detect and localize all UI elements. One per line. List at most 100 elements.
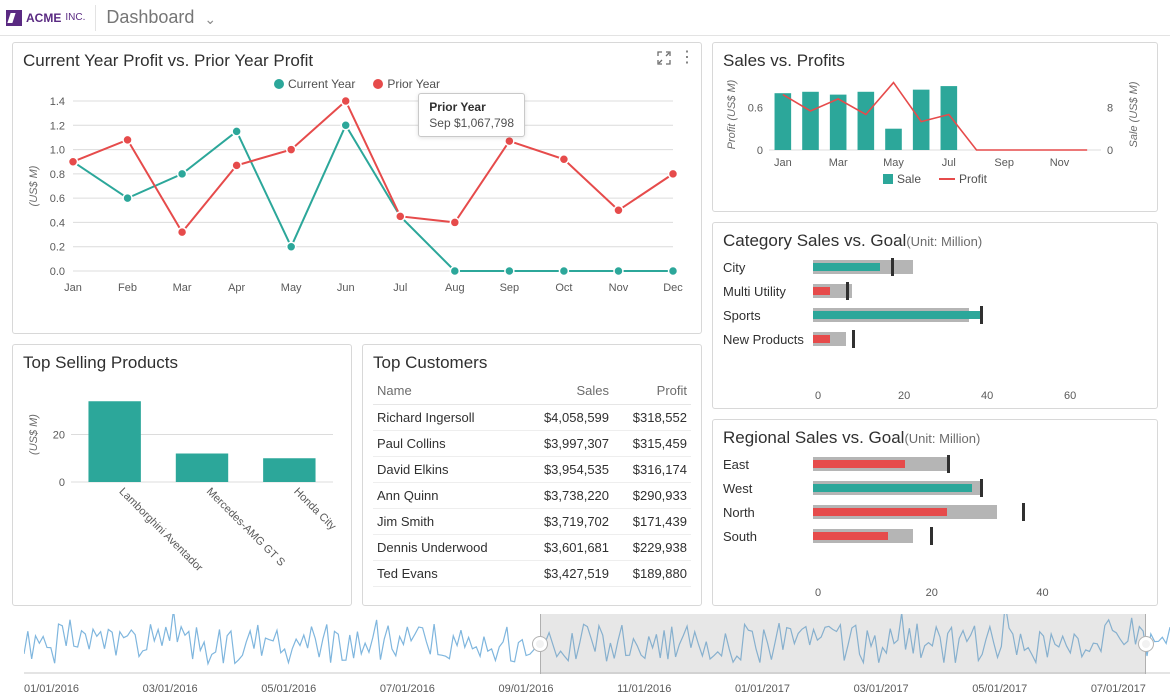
slider-date-tick: 01/01/2016 <box>24 683 79 694</box>
profit-chart-plot: 0.00.20.40.60.81.01.21.4JanFebMarAprMayJ… <box>23 91 683 301</box>
table-row[interactable]: Paul Collins$3,997,307$315,459 <box>373 431 691 457</box>
svg-text:Lamborghini Aventador: Lamborghini Aventador <box>117 486 206 575</box>
svg-text:Jan: Jan <box>774 157 792 169</box>
slider-date-tick: 05/01/2016 <box>261 683 316 694</box>
svg-text:0.2: 0.2 <box>50 242 65 254</box>
brand-logo: ACME INC. <box>6 10 85 26</box>
profit-chart-legend: Current Year Prior Year <box>23 77 691 91</box>
bullet-track <box>813 457 1147 471</box>
tooltip-value: Sep $1,067,798 <box>429 116 514 130</box>
slider-date-tick: 11/01/2016 <box>617 683 671 694</box>
table-row[interactable]: Jim Smith$3,719,702$171,439 <box>373 509 691 535</box>
breadcrumb-dashboard[interactable]: Dashboard ⌄ <box>106 7 216 28</box>
top-products-title: Top Selling Products <box>23 353 341 373</box>
svg-text:Jan: Jan <box>64 282 82 294</box>
card-profit-chart: Current Year Profit vs. Prior Year Profi… <box>12 42 702 334</box>
svg-text:May: May <box>883 157 904 169</box>
bullet-label: West <box>723 481 813 496</box>
slider-selection[interactable] <box>540 614 1146 674</box>
bullet-row: South <box>723 524 1147 548</box>
slider-date-tick: 03/01/2017 <box>854 683 909 694</box>
bullet-track <box>813 308 1147 322</box>
svg-text:20: 20 <box>53 430 65 442</box>
slider-date-tick: 03/01/2016 <box>143 683 198 694</box>
svg-text:0.6: 0.6 <box>748 102 763 114</box>
slider-date-axis: 01/01/2016 03/01/2016 05/01/2016 07/01/2016… <box>24 683 1146 694</box>
svg-text:0: 0 <box>1107 145 1113 157</box>
brand-name: ACME <box>26 11 61 25</box>
breadcrumb-label: Dashboard <box>106 7 194 28</box>
svg-text:Aug: Aug <box>445 282 465 294</box>
slider-handle-left[interactable] <box>532 636 548 652</box>
top-customers-table: NameSalesProfit Richard Ingersoll$4,058,… <box>373 377 691 587</box>
bullet-track <box>813 505 1147 519</box>
logo-mark-icon <box>6 10 22 26</box>
svp-title: Sales vs. Profits <box>723 51 1147 71</box>
legend-prior-year: Prior Year <box>373 77 440 91</box>
expand-icon[interactable] <box>655 49 673 67</box>
svg-text:Nov: Nov <box>1050 157 1070 169</box>
bullet-track <box>813 481 1147 495</box>
svg-text:Profit (US$ M): Profit (US$ M) <box>726 79 738 149</box>
table-header[interactable]: Profit <box>613 377 691 405</box>
svg-text:Mar: Mar <box>173 282 192 294</box>
tooltip-series: Prior Year <box>429 100 514 114</box>
bullet-row: East <box>723 452 1147 476</box>
svg-text:8: 8 <box>1107 102 1113 114</box>
table-row[interactable]: Richard Ingersoll$4,058,599$318,552 <box>373 405 691 431</box>
more-menu-icon[interactable] <box>679 49 693 67</box>
table-row[interactable]: Ted Evans$3,427,519$189,880 <box>373 561 691 587</box>
legend-sale: Sale <box>883 172 921 186</box>
regional-bullet-list: East West North South <box>723 452 1147 587</box>
table-row[interactable]: Ann Quinn$3,738,220$290,933 <box>373 483 691 509</box>
bullet-track <box>813 260 1147 274</box>
bullet-label: Multi Utility <box>723 284 813 299</box>
svg-text:Honda City: Honda City <box>291 486 338 533</box>
brand-suffix: INC. <box>65 12 85 23</box>
card-top-customers: Top Customers NameSalesProfit Richard In… <box>362 344 702 606</box>
svg-text:May: May <box>281 282 302 294</box>
card-regional-goal: Regional Sales vs. Goal(Unit: Million) E… <box>712 419 1158 606</box>
svg-text:1.4: 1.4 <box>50 96 65 108</box>
bullet-label: South <box>723 529 813 544</box>
bullet-label: North <box>723 505 813 520</box>
svg-text:Jul: Jul <box>942 157 956 169</box>
svg-text:Mar: Mar <box>829 157 848 169</box>
bullet-label: East <box>723 457 813 472</box>
card-sales-vs-profits: Sales vs. Profits 00.608Profit (US$ M)Sa… <box>712 42 1158 212</box>
chart-tooltip: Prior Year Sep $1,067,798 <box>418 93 525 137</box>
time-range-slider[interactable]: 01/01/2016 03/01/2016 05/01/2016 07/01/2016… <box>24 614 1146 692</box>
svg-text:Dec: Dec <box>663 282 683 294</box>
svg-text:(US$ M): (US$ M) <box>28 414 40 455</box>
bullet-row: West <box>723 476 1147 500</box>
bullet-track <box>813 284 1147 298</box>
table-row[interactable]: Dennis Underwood$3,601,681$229,938 <box>373 535 691 561</box>
slider-handle-right[interactable] <box>1138 636 1154 652</box>
bullet-label: New Products <box>723 332 813 347</box>
slider-date-tick: 07/01/2016 <box>380 683 435 694</box>
top-products-plot: 0 20 (US$ M) Lamborghini AventadorMercedes-… <box>23 377 343 592</box>
svg-text:(US$ M): (US$ M) <box>28 165 40 206</box>
table-header[interactable]: Name <box>373 377 522 405</box>
category-title: Category Sales vs. Goal(Unit: Million) <box>723 231 1147 251</box>
svg-text:0.8: 0.8 <box>50 169 65 181</box>
bullet-label: Sports <box>723 308 813 323</box>
bullet-row: Sports <box>723 303 1147 327</box>
table-row[interactable]: David Elkins$3,954,535$316,174 <box>373 457 691 483</box>
svg-text:Feb: Feb <box>118 282 137 294</box>
bullet-row: City <box>723 255 1147 279</box>
svp-plot: 00.608Profit (US$ M)Sale (US$ M)JanMarMa… <box>723 75 1147 170</box>
svg-text:Mercedes-AMG GT S: Mercedes-AMG GT S <box>204 486 287 569</box>
bullet-track <box>813 332 1147 346</box>
slider-date-tick: 05/01/2017 <box>972 683 1027 694</box>
svg-text:Sale (US$ M): Sale (US$ M) <box>1128 81 1140 147</box>
table-header-row: NameSalesProfit <box>373 377 691 405</box>
regional-title: Regional Sales vs. Goal(Unit: Million) <box>723 428 1147 448</box>
category-axis: 0204060 <box>723 390 1147 402</box>
svg-text:Nov: Nov <box>609 282 629 294</box>
table-header[interactable]: Sales <box>522 377 614 405</box>
legend-profit: Profit <box>939 172 987 186</box>
regional-axis: 02040 <box>723 587 1147 599</box>
svg-text:0: 0 <box>59 477 65 489</box>
card-top-products: Top Selling Products 0 20 (US$ M) Lamborghi… <box>12 344 352 606</box>
